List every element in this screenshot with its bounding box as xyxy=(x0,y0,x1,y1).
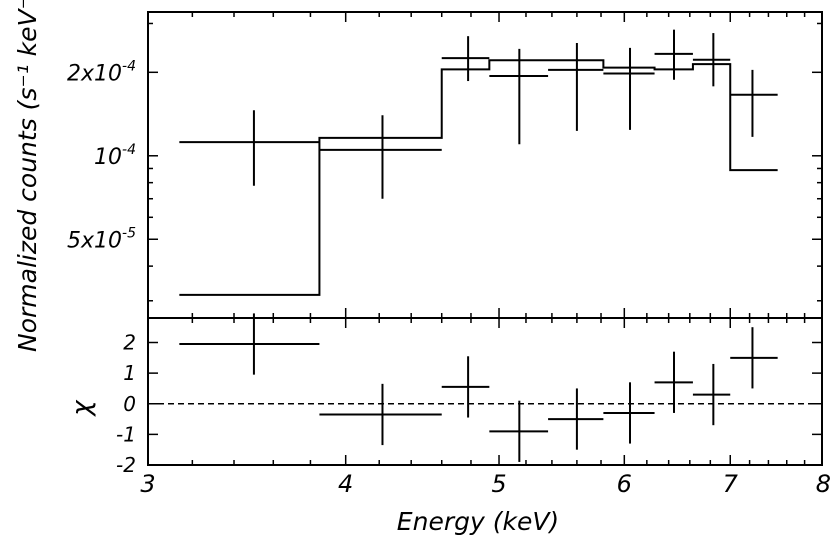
residual-data-point xyxy=(730,327,778,389)
spectrum-data-point xyxy=(548,43,604,131)
residual-data-point xyxy=(692,363,731,426)
residual-data-point xyxy=(441,356,490,418)
residual-axis-label: χ xyxy=(67,399,97,418)
axis-labels: 2x10-4 10-4 5x10-5 2 1 0 -1 -23 4 5 6 7 8 Energy (keV… xyxy=(13,0,831,536)
y-tick-label: 5x10-5 xyxy=(67,225,136,253)
y-tick-label: 2x10-4 xyxy=(67,58,136,86)
residual-data-point xyxy=(179,313,320,375)
residual-data-point xyxy=(603,382,655,444)
y-tick-label: 10-4 xyxy=(94,142,136,170)
residual-data-point xyxy=(654,351,693,413)
resid-y-tick-label: -2 xyxy=(116,453,136,477)
residual-data-point xyxy=(548,388,604,450)
residual-frame xyxy=(147,317,823,466)
spectrum-data-point xyxy=(319,115,442,199)
x-tick-label: 7 xyxy=(723,470,739,498)
resid-y-tick-label: 2 xyxy=(123,331,136,355)
residual-data-point xyxy=(489,400,549,462)
spectrum-data-point xyxy=(179,110,320,186)
spectrum-data-point xyxy=(603,47,655,130)
x-tick-label: 5 xyxy=(491,470,506,498)
model-step-line xyxy=(179,59,778,296)
x-axis-label: Energy (keV) xyxy=(397,507,559,536)
spectrum-data-point xyxy=(730,69,778,137)
spectrum-data-point xyxy=(489,48,549,145)
x-tick-label: 4 xyxy=(338,470,353,498)
residual-data-point xyxy=(319,383,442,446)
spectrum-data-point xyxy=(692,33,731,87)
resid-y-tick-label: 0 xyxy=(123,392,136,416)
spectrum-data-point xyxy=(654,29,693,80)
residual-panel xyxy=(147,313,823,466)
resid-y-tick-label: -1 xyxy=(116,422,136,446)
x-tick-label: 8 xyxy=(816,470,831,498)
x-tick-label: 6 xyxy=(617,470,632,498)
x-tick-label: 3 xyxy=(140,470,155,498)
resid-y-tick-label: 1 xyxy=(123,361,136,385)
spectrum-data-point xyxy=(441,36,490,82)
spectrum-panel xyxy=(147,11,823,465)
y-axis-label: Normalized counts (s⁻¹ keV⁻¹) xyxy=(13,0,42,352)
